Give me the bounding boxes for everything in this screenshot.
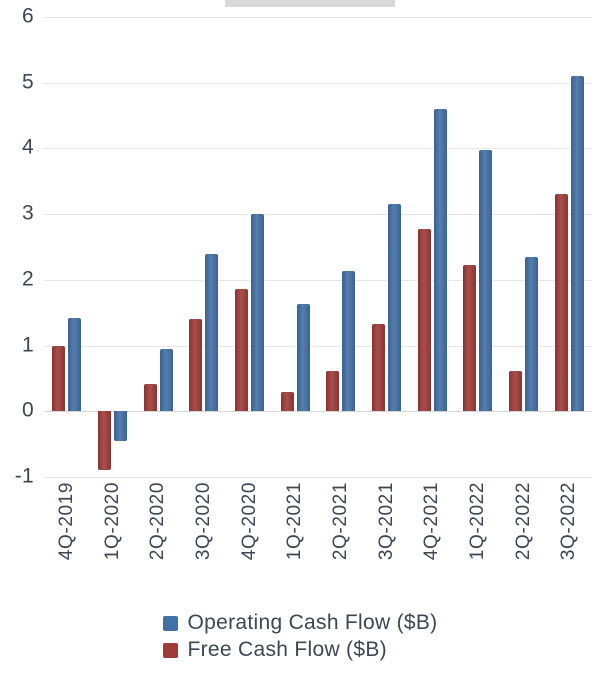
legend: Operating Cash Flow ($B) Free Cash Flow (… <box>0 608 600 665</box>
bar-group <box>135 17 181 477</box>
gridline <box>44 17 592 18</box>
y-tick-label: 3 <box>22 201 34 225</box>
operating-cash-flow-bar <box>205 253 219 412</box>
bar-group <box>44 17 90 477</box>
x-tick-cell: 4Q-2021 <box>409 482 455 600</box>
x-tick-label: 4Q-2019 <box>55 482 77 561</box>
x-tick-cell: 3Q-2021 <box>364 482 410 600</box>
bar-group <box>546 17 592 477</box>
x-tick-cell: 4Q-2019 <box>44 482 90 600</box>
legend-items: Operating Cash Flow ($B) Free Cash Flow (… <box>162 608 438 665</box>
plot-area <box>44 17 592 478</box>
gridline <box>44 279 592 281</box>
free-cash-flow-bar <box>97 411 111 471</box>
operating-cash-flow-bar <box>570 76 584 412</box>
x-axis: 4Q-2019 1Q-2020 2Q-2020 3Q-2020 4Q-2020 1Q-20… <box>44 482 592 600</box>
operating-cash-flow-bar <box>524 256 538 412</box>
bar-group <box>364 17 410 477</box>
y-tick-label: 4 <box>22 135 34 159</box>
operating-cash-flow-bar <box>479 149 493 412</box>
x-tick-label: 3Q-2022 <box>558 482 580 561</box>
x-tick-label: 4Q-2021 <box>421 482 443 561</box>
y-axis: -1 0 1 2 3 4 5 6 <box>0 5 36 488</box>
bar-group <box>455 17 501 477</box>
y-tick-label: 1 <box>22 333 34 357</box>
x-tick-label: 1Q-2022 <box>466 482 488 561</box>
free-cash-flow-bar <box>463 265 477 412</box>
legend-label: Free Cash Flow ($B) <box>187 638 387 661</box>
bar-group <box>409 17 455 477</box>
x-tick-cell: 2Q-2022 <box>501 482 547 600</box>
operating-cash-flow-bar <box>250 214 264 412</box>
x-tick-cell: 3Q-2020 <box>181 482 227 600</box>
x-tick-label: 3Q-2020 <box>192 482 214 561</box>
gridline <box>44 345 592 347</box>
x-tick-cell: 1Q-2020 <box>90 482 136 600</box>
y-tick-label: -1 <box>14 464 34 488</box>
operating-cash-flow-bar <box>433 109 447 412</box>
y-tick-label: 6 <box>22 4 34 28</box>
operating-cash-flow-bar <box>113 411 127 441</box>
free-cash-flow-bar <box>554 194 568 412</box>
bar-group <box>501 17 547 477</box>
x-tick-label: 2Q-2020 <box>147 482 169 561</box>
x-tick-cell: 2Q-2021 <box>318 482 364 600</box>
operating-cash-flow-bar <box>387 204 401 412</box>
legend-row: Operating Cash Flow ($B) <box>162 611 438 635</box>
y-tick-label: 0 <box>22 398 34 422</box>
gridline <box>44 477 592 478</box>
bar-group <box>272 17 318 477</box>
zero-gridline <box>44 411 592 413</box>
free-cash-flow-bar <box>234 289 248 412</box>
free-cash-flow-bar <box>508 370 522 412</box>
free-cash-flow-bar <box>143 383 157 412</box>
free-cash-flow-bar <box>417 229 431 412</box>
y-tick-label: 5 <box>22 70 34 94</box>
bar-group <box>90 17 136 477</box>
legend-row: Free Cash Flow ($B) <box>162 638 438 662</box>
free-cash-flow-bar <box>189 319 203 412</box>
y-tick-label: 2 <box>22 267 34 291</box>
x-tick-label: 2Q-2022 <box>512 482 534 561</box>
x-tick-label: 3Q-2021 <box>375 482 397 561</box>
bar-group <box>181 17 227 477</box>
operating-cash-flow-bar <box>68 317 82 412</box>
gridline <box>44 214 592 216</box>
bar-group <box>227 17 273 477</box>
x-tick-label: 1Q-2020 <box>101 482 123 561</box>
operating-cash-flow-bar <box>342 271 356 412</box>
operating-cash-flow-bar <box>296 303 310 412</box>
bar-group <box>318 17 364 477</box>
operating-cash-flow-bar <box>159 348 173 412</box>
legend-swatch-icon <box>162 642 178 658</box>
x-tick-cell: 1Q-2021 <box>272 482 318 600</box>
x-tick-cell: 2Q-2020 <box>135 482 181 600</box>
legend-label: Operating Cash Flow ($B) <box>187 611 438 634</box>
x-tick-cell: 4Q-2020 <box>227 482 273 600</box>
x-tick-label: 4Q-2020 <box>238 482 260 561</box>
free-cash-flow-bar <box>280 391 294 412</box>
x-tick-label: 2Q-2021 <box>329 482 351 561</box>
legend-swatch-icon <box>162 615 178 631</box>
x-tick-cell: 3Q-2022 <box>546 482 592 600</box>
x-tick-label: 1Q-2021 <box>284 482 306 561</box>
free-cash-flow-bar <box>326 370 340 412</box>
gridline <box>44 82 592 84</box>
x-tick-cell: 1Q-2022 <box>455 482 501 600</box>
gridline <box>44 148 592 150</box>
cropped-title-remnant <box>225 0 395 7</box>
free-cash-flow-bar <box>52 345 66 412</box>
free-cash-flow-bar <box>371 323 385 412</box>
